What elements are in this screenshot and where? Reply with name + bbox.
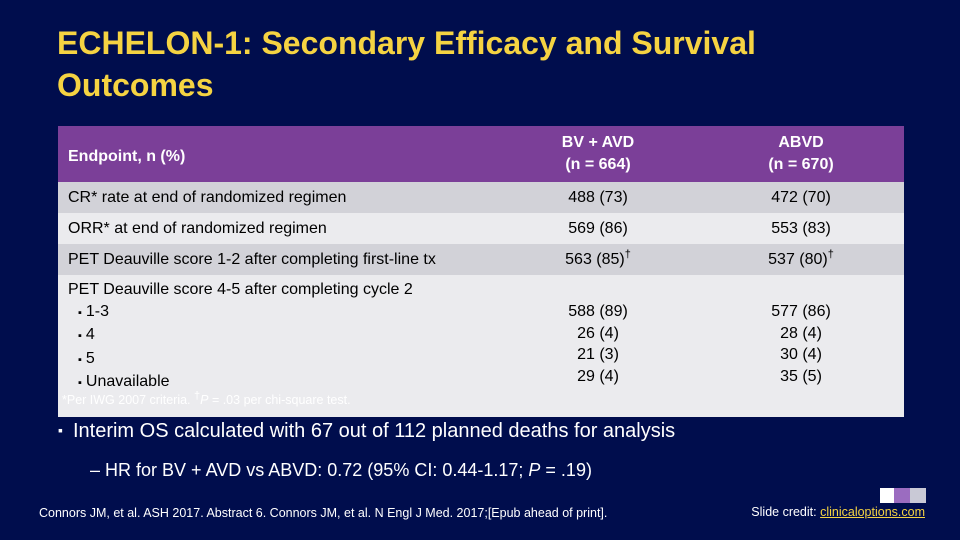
cell-abvd: 553 (83) <box>698 213 904 244</box>
row-label: CR* rate at end of randomized regimen <box>58 182 498 213</box>
row-label: PET Deauville score 4-5 after completing… <box>58 275 498 417</box>
slide-credit: Slide credit: clinicaloptions.com <box>751 505 925 519</box>
sub-bullet-text-2: = .19) <box>540 460 592 480</box>
table-header-row: Endpoint, n (%) BV + AVD (n = 664) ABVD … <box>58 126 904 182</box>
square-bullet-icon: ▪ <box>78 377 82 389</box>
sub-value: 588 (89) <box>568 303 628 320</box>
header-abvd-n: (n = 670) <box>768 156 834 173</box>
bullet-interim-os: ▪ Interim OS calculated with 67 out of 11… <box>58 420 675 443</box>
cell-value: 537 (80) <box>768 250 828 268</box>
cell-bv-avd: 488 (73) <box>498 182 698 213</box>
row-label: ORR* at end of randomized regimen <box>58 213 498 244</box>
square-bullet-icon: ▪ <box>58 422 63 438</box>
logo-block <box>894 488 910 503</box>
cell-abvd: 577 (86) 28 (4) 30 (4) 35 (5) <box>698 275 904 417</box>
cell-abvd: 472 (70) <box>698 182 904 213</box>
header-endpoint: Endpoint, n (%) <box>58 126 498 182</box>
row-label: PET Deauville score 1-2 after completing… <box>58 244 498 275</box>
header-bv-avd-n: (n = 664) <box>565 156 631 173</box>
sub-value: 30 (4) <box>780 346 822 363</box>
table-footnote: *Per IWG 2007 criteria. †P = .03 per chi… <box>62 389 351 407</box>
sub-value: 35 (5) <box>780 367 822 385</box>
square-bullet-icon: ▪ <box>78 353 82 366</box>
header-abvd: ABVD (n = 670) <box>698 126 904 182</box>
cell-bv-avd: 569 (86) <box>498 213 698 244</box>
slide-title: ECHELON-1: Secondary Efficacy and Surviv… <box>57 25 756 103</box>
citation: Connors JM, et al. ASH 2017. Abstract 6.… <box>39 506 608 520</box>
header-bv-avd-name: BV + AVD <box>561 134 635 151</box>
cell-bv-avd: 588 (89) 26 (4) 21 (3) 29 (4) <box>498 275 698 417</box>
footnote-text-2: = .03 per chi-square test. <box>208 393 351 407</box>
sub-value: 26 (4) <box>577 324 619 342</box>
table-row: PET Deauville score 1-2 after completing… <box>58 244 904 275</box>
sub-bullet-text: HR for BV + AVD vs ABVD: 0.72 (95% CI: 0… <box>105 460 529 480</box>
sub-item: ▪ 4 <box>78 326 95 343</box>
dagger-mark: † <box>827 248 834 261</box>
table-row-pet-cycle2: PET Deauville score 4-5 after completing… <box>58 275 904 417</box>
sub-item: ▪ 5 <box>78 349 95 367</box>
header-abvd-name: ABVD <box>778 134 824 151</box>
efficacy-table: Endpoint, n (%) BV + AVD (n = 664) ABVD … <box>58 126 904 417</box>
square-bullet-icon: ▪ <box>78 306 82 319</box>
p-symbol: P <box>200 393 209 407</box>
cell-bv-avd: 563 (85)† <box>498 244 698 275</box>
dagger-mark: † <box>194 389 201 402</box>
sub-value: 28 (4) <box>780 324 822 342</box>
square-bullet-icon: ▪ <box>78 330 82 342</box>
bullet-hazard-ratio: – HR for BV + AVD vs ABVD: 0.72 (95% CI:… <box>90 460 592 481</box>
table-row: CR* rate at end of randomized regimen 48… <box>58 182 904 213</box>
credit-link[interactable]: clinicaloptions.com <box>820 505 925 519</box>
header-bv-avd: BV + AVD (n = 664) <box>498 126 698 182</box>
sub-item: ▪ 1-3 <box>78 302 110 320</box>
pet-row-title: PET Deauville score 4-5 after completing… <box>68 281 413 298</box>
p-symbol: P <box>528 460 541 480</box>
sub-value: 29 (4) <box>577 367 619 385</box>
sub-item: ▪ Unavailable <box>78 373 170 390</box>
sub-value: 21 (3) <box>577 346 619 363</box>
bullet-text: Interim OS calculated with 67 out of 112… <box>72 420 676 442</box>
dash-bullet-icon: – <box>90 460 101 480</box>
table-row: ORR* at end of randomized regimen 569 (8… <box>58 213 904 244</box>
cell-value: 563 (85) <box>565 250 625 268</box>
clinical-care-options-logo-icon <box>880 488 926 503</box>
dagger-mark: † <box>624 248 631 261</box>
footnote-text: *Per IWG 2007 criteria. <box>62 393 194 407</box>
logo-block <box>880 488 894 503</box>
logo-block <box>910 488 926 503</box>
sub-value: 577 (86) <box>771 303 831 320</box>
credit-label: Slide credit: <box>751 505 821 519</box>
cell-abvd: 537 (80)† <box>698 244 904 275</box>
